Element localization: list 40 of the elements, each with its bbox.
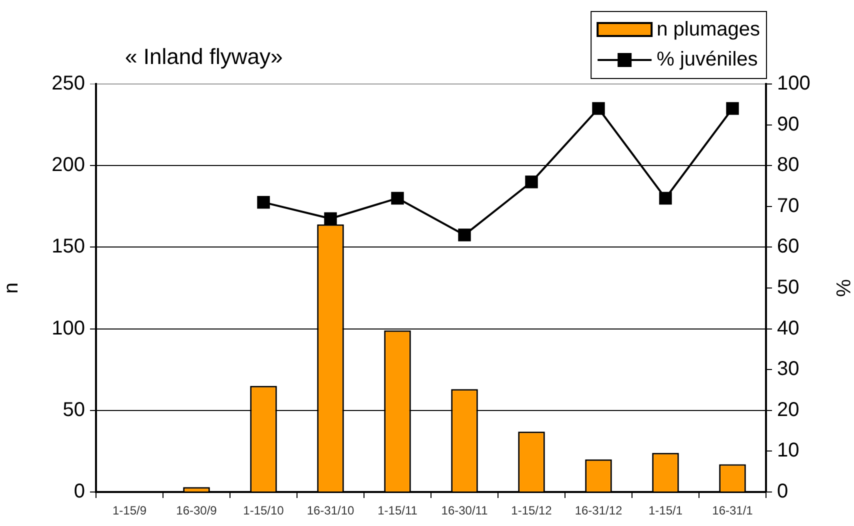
y2-tick-label: 40 xyxy=(777,317,800,340)
point xyxy=(458,228,471,242)
y-tick-label: 200 xyxy=(52,154,85,176)
y-axis-title: n xyxy=(0,282,23,294)
y2-tick-label: 100 xyxy=(777,72,810,95)
y-tick-label: 150 xyxy=(52,236,85,258)
x-tick-label: 1-15/10 xyxy=(243,504,284,518)
point xyxy=(257,196,270,209)
y2-tick-label: 30 xyxy=(777,358,800,380)
legend-label: n plumages xyxy=(656,18,760,41)
chart-title: « Inland flyway» xyxy=(125,44,283,69)
y2-tick-label: 20 xyxy=(777,398,800,421)
x-tick-label: 1-15/12 xyxy=(511,504,552,518)
x-tick-label: 1-15/9 xyxy=(112,504,147,518)
point xyxy=(525,176,538,188)
point xyxy=(726,102,739,115)
point xyxy=(324,212,337,226)
y2-tick-label: 70 xyxy=(777,194,800,217)
y2-tick-label: 60 xyxy=(777,236,800,258)
legend-label: % juvéniles xyxy=(656,48,758,71)
point xyxy=(592,102,605,115)
y2-tick-label: 90 xyxy=(777,113,800,136)
y-tick-label: 250 xyxy=(52,72,85,95)
y2-tick-label: 80 xyxy=(777,154,800,176)
x-tick-label: 16-30/11 xyxy=(441,504,488,518)
y-tick-label: 100 xyxy=(52,317,85,340)
x-tick-label: 1-15/11 xyxy=(378,504,418,518)
point xyxy=(659,192,672,205)
y2-tick-label: 50 xyxy=(777,276,800,299)
y-tick-label: 0 xyxy=(74,480,85,503)
y-tick-label: 50 xyxy=(62,398,85,421)
y2-axis-title: % xyxy=(831,279,854,298)
x-tick-label: 16-30/9 xyxy=(176,504,218,518)
y2-tick-label: 10 xyxy=(777,440,800,462)
y2-tick-label: 0 xyxy=(777,480,788,503)
point xyxy=(391,192,404,205)
x-tick-label: 16-31/12 xyxy=(574,504,623,518)
x-tick-label: 16-31/1 xyxy=(712,504,754,518)
x-tick-label: 16-31/10 xyxy=(306,504,355,518)
x-tick-label: 1-15/1 xyxy=(648,504,683,518)
